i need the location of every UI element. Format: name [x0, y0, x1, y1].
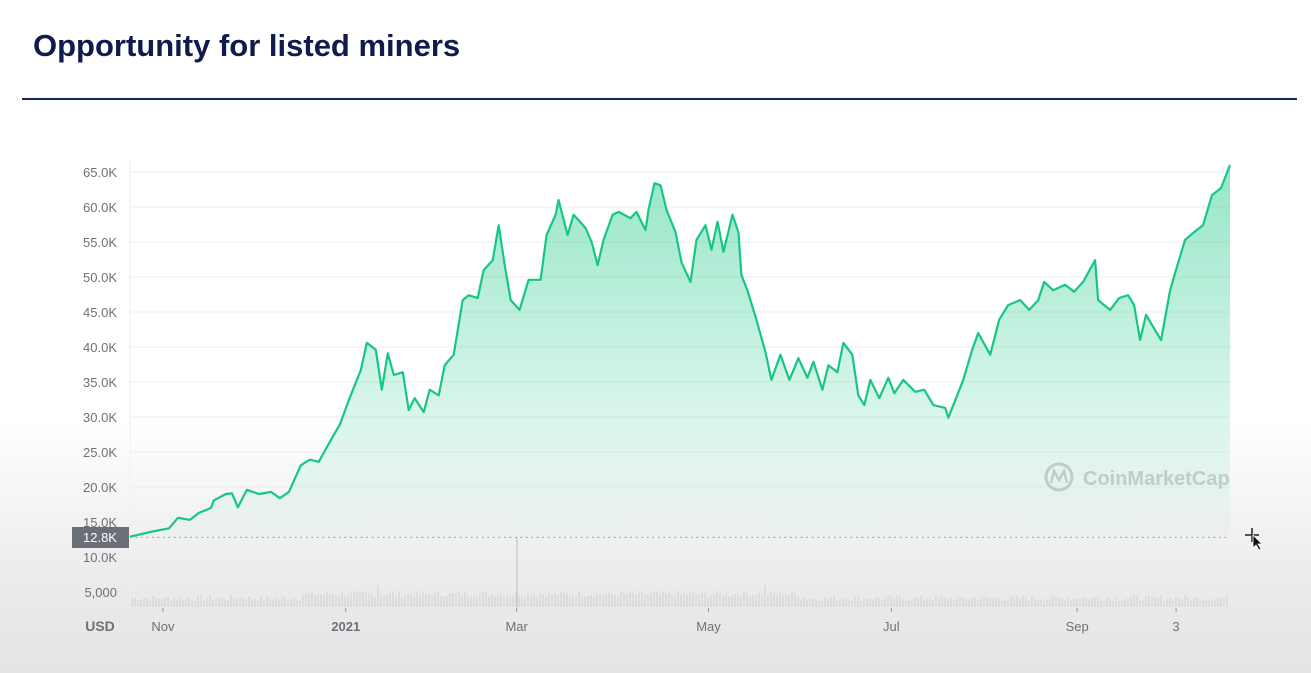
current-price-label: 12.8K: [72, 527, 129, 548]
x-axis: Nov 2021 Mar May Jul Sep 3: [151, 608, 1180, 634]
volume-bars: [131, 537, 1228, 607]
price-area: [130, 165, 1230, 537]
price-line: [129, 164, 1232, 538]
y-tick-label: 25.0K: [83, 445, 117, 460]
y-tick-label: 60.0K: [83, 200, 117, 215]
slide-title: Opportunity for listed miners: [33, 28, 461, 63]
y-tick-label: 20.0K: [83, 480, 117, 495]
x-tick-label: May: [696, 619, 721, 634]
y-tick-label: 30.0K: [83, 410, 117, 425]
y-tick-label: 65.0K: [83, 165, 117, 180]
x-tick-label: Nov: [151, 619, 175, 634]
y-tick-label: 45.0K: [83, 305, 117, 320]
y-tick-label: 50.0K: [83, 270, 117, 285]
y-axis: 65.0K 60.0K 55.0K 50.0K 45.0K 40.0K 35.0K 30.0K…: [83, 165, 117, 600]
y-tick-label: 10.0K: [83, 550, 117, 565]
coinmarketcap-watermark: CoinMarketCap: [1044, 462, 1230, 492]
x-tick-label: 3: [1172, 619, 1179, 634]
current-price-text: 12.8K: [83, 530, 117, 545]
x-tick-label: Sep: [1066, 619, 1089, 634]
y-tick-label: 5,000: [84, 585, 117, 600]
y-tick-label: 15.0K: [83, 515, 117, 530]
x-tick-label: 2021: [331, 619, 360, 634]
coinmarketcap-logo-icon: [1044, 462, 1074, 492]
y-tick-label: 55.0K: [83, 235, 117, 250]
y-tick-label: 35.0K: [83, 375, 117, 390]
currency-label: USD: [85, 618, 115, 634]
x-tick-label: Mar: [505, 619, 528, 634]
watermark-text: CoinMarketCap: [1083, 468, 1230, 490]
move-cursor-icon: [1245, 528, 1263, 551]
x-tick-label: Jul: [883, 619, 900, 634]
title-divider: [22, 98, 1297, 100]
y-tick-label: 40.0K: [83, 340, 117, 355]
